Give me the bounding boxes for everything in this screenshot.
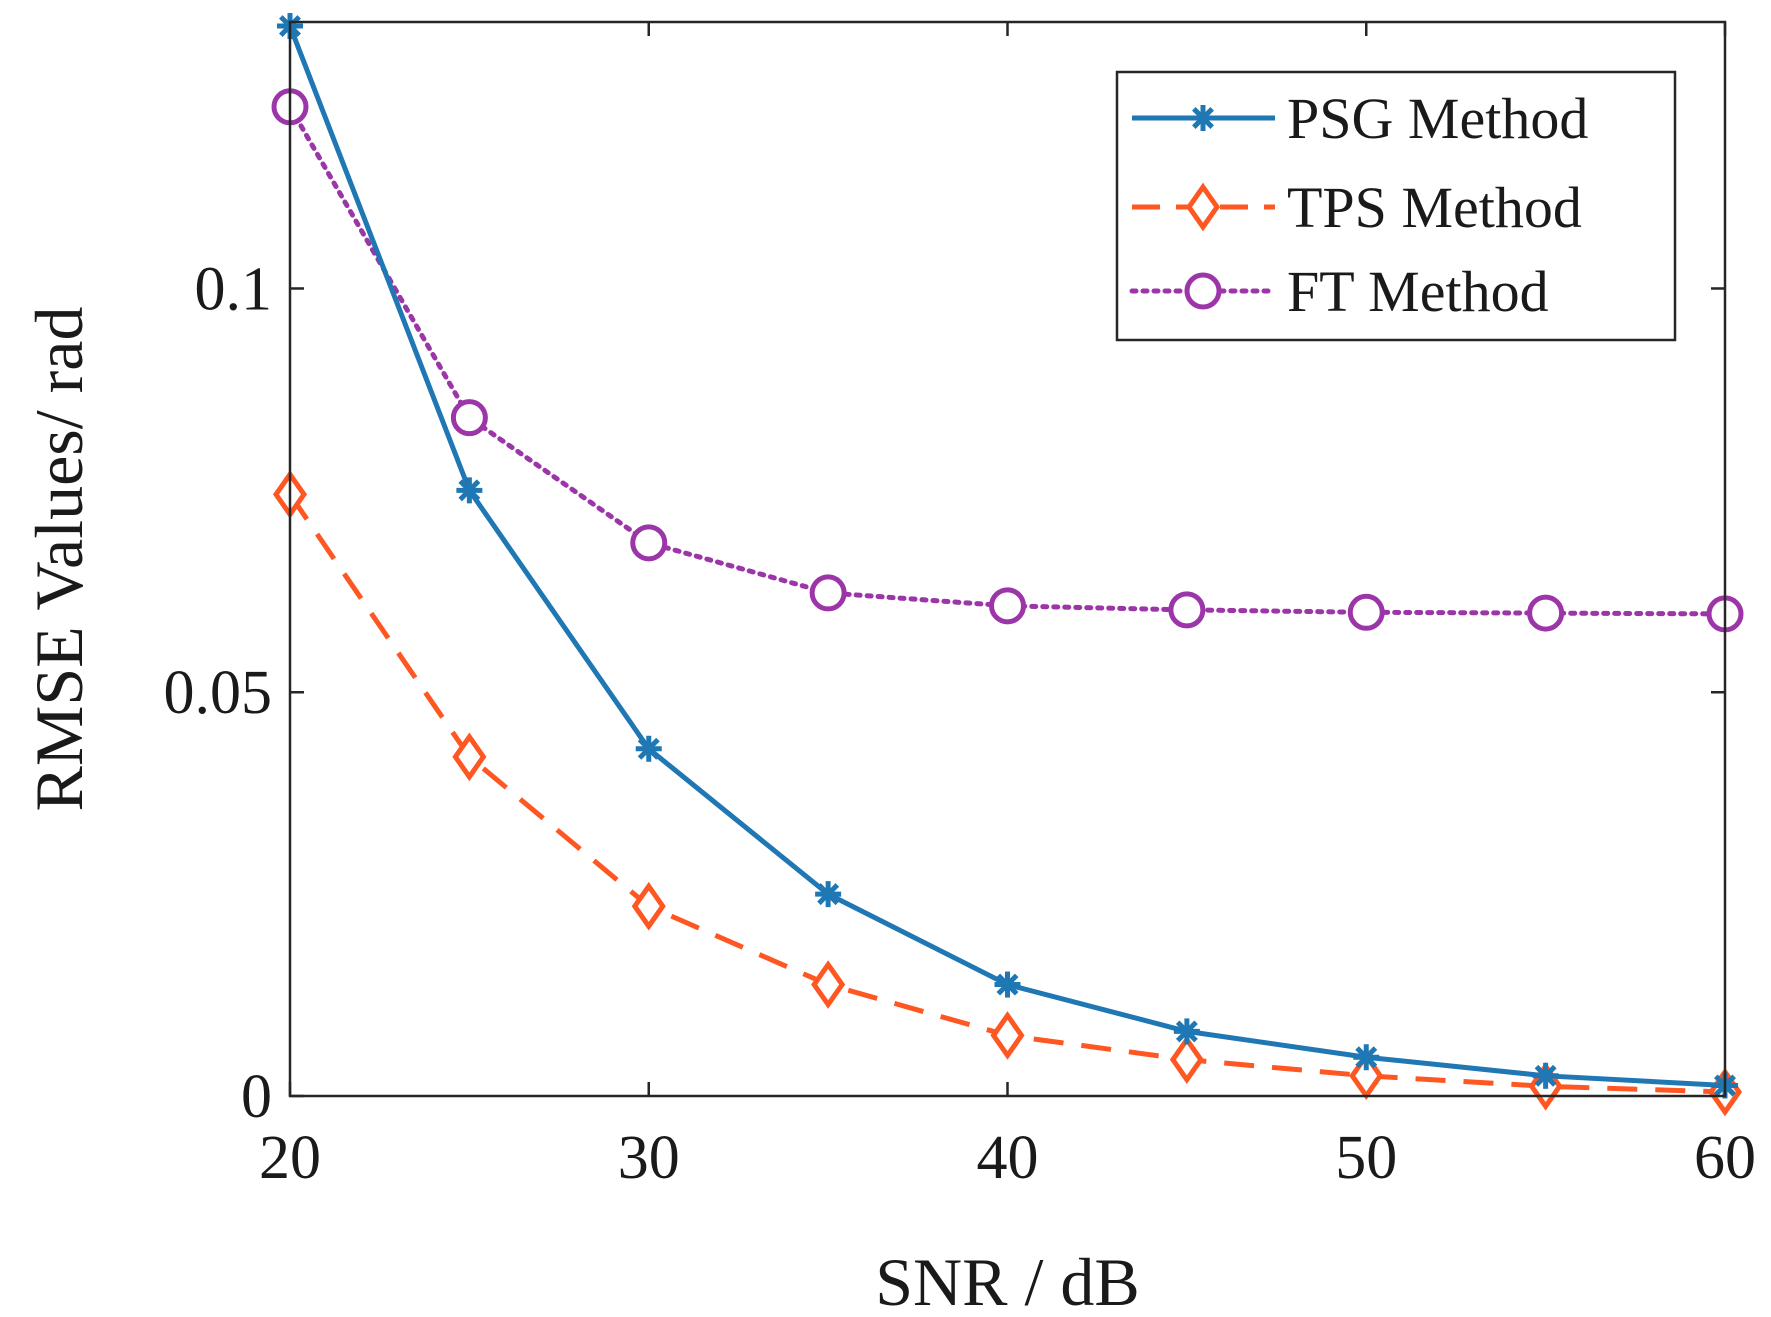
data-point [994,971,1021,998]
circle-marker [630,524,668,562]
data-point [630,524,668,562]
circle-marker [1347,593,1385,631]
data-point [1173,1018,1200,1045]
diamond-marker [1185,182,1221,232]
diamond-marker [452,732,487,782]
x-tick-label: 50 [1335,1124,1397,1192]
data-point [811,960,846,1009]
legend-entries: PSG Method TPS Method FT Method [1129,86,1588,324]
data-point [1168,591,1206,629]
legend-entry: FT Method [1129,259,1549,324]
y-axis-title: RMSE Values/ rad [21,307,97,812]
data-point [456,477,483,504]
y-tick-label: 0 [241,1063,272,1131]
circle-marker [989,587,1026,625]
diamond-marker [1169,1035,1204,1085]
asterisk-stroke [1355,1046,1378,1069]
diamond-marker [631,881,666,931]
circle-marker [1527,594,1565,632]
data-point [1190,105,1216,131]
circle-marker [450,399,488,437]
asterisk-stroke [1175,1020,1198,1043]
data-point [1353,1044,1380,1071]
y-tick-label: 0.05 [164,659,273,727]
data-point [1532,1062,1559,1089]
asterisk-stroke [1192,107,1214,129]
asterisk-stroke [817,883,840,906]
diamond-marker [990,1011,1025,1060]
axis-labels-layer: 20 30 40 50 60 0 0.05 0.1 [164,255,1757,1192]
series-psg-method [277,13,1738,1099]
data-point [450,399,488,437]
asterisk-stroke [637,737,660,760]
data-point [989,587,1026,625]
data-point [452,732,487,782]
legend-entry: PSG Method [1132,86,1588,151]
data-point [990,1011,1025,1060]
asterisk-stroke [458,479,481,502]
series-tps-method [272,470,1743,1117]
data-point [631,881,666,931]
legend-label: TPS Method [1287,175,1582,240]
data-point [815,881,842,908]
legend-label: FT Method [1287,259,1549,324]
data-point [1527,594,1565,632]
y-tick-label: 0.1 [195,255,273,323]
x-tick-label: 40 [977,1124,1039,1192]
plot-frame [288,20,1727,1098]
circle-marker [1168,591,1206,629]
circle-marker [809,574,847,612]
data-point [1185,182,1221,232]
circle-marker [1184,272,1222,310]
x-tick-label: 30 [618,1124,680,1192]
legend-label: PSG Method [1287,86,1588,151]
data-point [809,574,847,612]
data-point [1347,593,1385,631]
legend: PSG Method TPS Method FT Method [1115,70,1677,342]
data-point [1169,1035,1204,1085]
data-point [635,735,662,762]
asterisk-stroke [996,973,1019,996]
diamond-marker [811,960,846,1009]
legend-entry: TPS Method [1132,175,1582,240]
x-axis-title: SNR / dB [875,1244,1140,1317]
data-point [1184,272,1222,310]
x-tick-label: 60 [1694,1124,1756,1192]
x-tick-label: 20 [259,1124,321,1192]
asterisk-stroke [1534,1064,1557,1087]
